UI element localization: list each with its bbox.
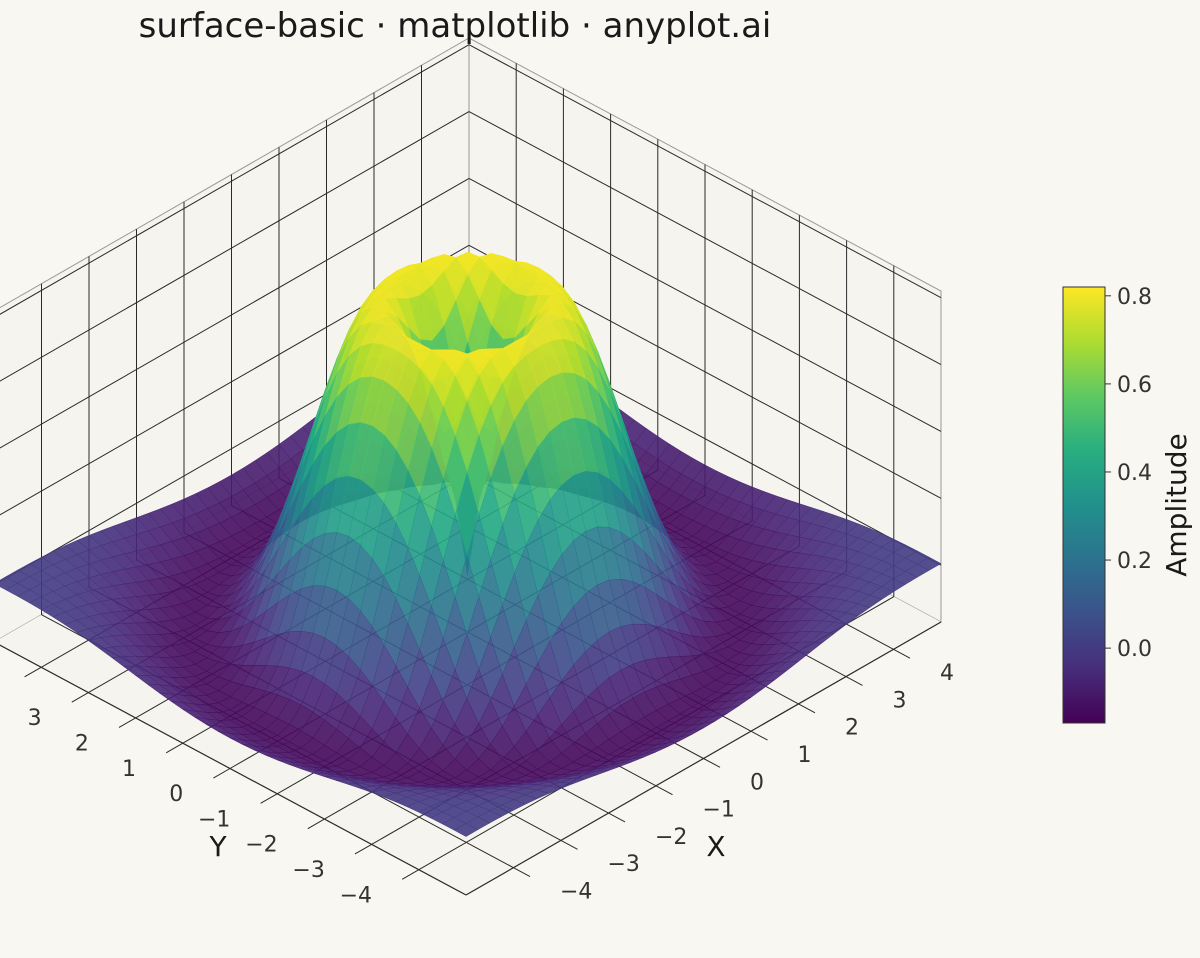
axis-lines [0,621,942,896]
grid-line-z-left [0,44,470,315]
y-tick-label: 1 [122,757,136,782]
y-tick-label: −3 [292,858,324,883]
x-tick-mark [513,867,531,877]
colorbar-ticks: 0.0 0.2 0.4 0.6 0.8 [1105,285,1152,662]
colorbar-fill [1062,286,1106,724]
y-axis-label: Y [208,830,227,863]
colorbar: 0.0 0.2 0.4 0.6 0.8 Amplitude [1062,285,1193,724]
x-tick-mark [845,676,863,686]
grid-line-z-left [0,177,470,449]
chart-title: surface-basic · matplotlib · anyplot.ai [138,6,772,46]
y-tick-label: −2 [245,833,277,858]
y-tick-label: 3 [28,706,42,731]
surface-mesh [0,251,942,837]
y-tick-label: −1 [198,807,230,832]
y-tick-mark [307,818,325,830]
x-tick-mark [750,730,768,741]
colorbar-tick-label: 0.4 [1117,461,1152,486]
colorbar-tick-label: 0.8 [1117,285,1152,310]
x-tick-label: −2 [655,825,687,850]
x-tick-mark [608,812,626,823]
x-tick-mark [703,758,721,768]
x-tick-label: 0 [750,770,764,795]
grid-line-z-right [468,177,942,432]
x-tick-label: −4 [560,879,592,904]
colorbar-tick-label: 0.0 [1117,637,1152,662]
x-tick-label: −1 [702,798,734,823]
colorbar-tick-label: 0.2 [1117,549,1152,574]
x-tick-mark [560,839,578,850]
x-tick-label: 2 [845,716,859,741]
y-tick-label: 0 [169,782,183,807]
x-tick-mark [893,648,911,659]
y-tick-label: 2 [75,731,89,756]
y-tick-mark [354,843,372,855]
x-tick-label: 4 [940,661,954,686]
grid-line-z-right [468,44,942,299]
y-tick-mark [260,793,278,804]
x-tick-mark [655,785,673,796]
y-tick-mark [165,742,184,754]
tick-labels: −4−3−2−101234−4−3−2−1012340.00.20.40.60.… [28,661,954,908]
grid-line-z-right [468,111,942,365]
y-tick-mark [401,869,420,880]
colorbar-label: Amplitude [1160,433,1193,577]
x-tick-label: 1 [797,743,811,768]
x-axis-label: X [706,830,725,863]
y-tick-mark [71,692,89,703]
x-tick-label: 3 [892,688,906,713]
colorbar-tick-label: 0.6 [1117,373,1152,398]
x-tick-label: −3 [607,852,639,877]
surface-patch [453,823,479,837]
x-tick-mark [798,703,816,714]
y-tick-mark [24,666,42,678]
y-tick-mark [118,717,136,728]
y-tick-label: −4 [340,883,372,908]
y-tick-mark [213,768,231,779]
grid-line-z-left [0,111,470,382]
